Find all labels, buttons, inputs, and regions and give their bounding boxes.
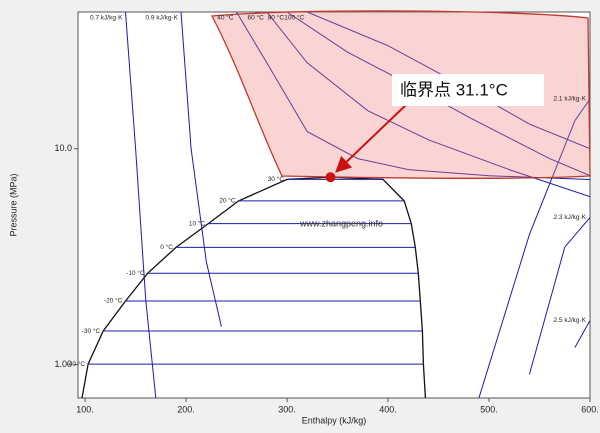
curve-label: 100 °C bbox=[284, 14, 304, 22]
annotation: 临界点 31.1°C bbox=[400, 80, 508, 99]
annotation-box bbox=[392, 74, 544, 106]
y-axis-label: Pressure (MPa) bbox=[8, 173, 18, 236]
y-tick-label: 10.0 bbox=[54, 143, 72, 153]
curve-label: 10 °C bbox=[189, 219, 206, 227]
curve bbox=[125, 12, 157, 398]
curve-label: 2.5 kJ/kg·K bbox=[553, 317, 586, 324]
x-tick-label: 300. bbox=[278, 404, 296, 414]
curve-label: 20 °C bbox=[219, 197, 236, 205]
curve-label: 0.9 kJ/kg·K bbox=[145, 15, 178, 22]
x-tick-label: 200. bbox=[177, 404, 195, 414]
curve bbox=[266, 12, 590, 198]
curve-label: 80 °C bbox=[268, 14, 285, 22]
y-tick-label: 1.00 bbox=[54, 359, 72, 369]
x-axis-label: Enthalpy (kJ/kg) bbox=[302, 415, 367, 425]
curve-label: 30 °C bbox=[268, 175, 285, 183]
curve-label: -20 °C bbox=[104, 297, 123, 305]
curve bbox=[236, 12, 590, 180]
curve-label: 40 °C bbox=[217, 14, 234, 22]
critical-point bbox=[325, 172, 336, 183]
x-tick-label: 600. bbox=[581, 404, 599, 414]
x-tick-label: 500. bbox=[480, 404, 498, 414]
curve-label: 2.1 kJ/kg·K bbox=[553, 96, 586, 103]
curve-label: -10 °C bbox=[126, 269, 145, 277]
x-tick-label: 100. bbox=[76, 404, 94, 414]
curve bbox=[528, 217, 590, 375]
curve bbox=[180, 12, 222, 327]
curve bbox=[574, 320, 590, 348]
watermark: www.zhangpeng.info bbox=[299, 218, 383, 228]
curve-label: 60 °C bbox=[248, 14, 265, 22]
curves bbox=[81, 12, 590, 398]
curve-label: 0 °C bbox=[160, 243, 173, 251]
curve-label: -40 °C bbox=[67, 360, 86, 368]
annotation-arrow bbox=[335, 102, 409, 173]
x-tick-label: 400. bbox=[379, 404, 397, 414]
curve-label: -30 °C bbox=[82, 327, 101, 335]
labels: 100. 200. 300. 400. 500. 600. 1.00 10.0 -40 °C -3… bbox=[54, 14, 598, 415]
curve-label: 2.3 kJ/kg·K bbox=[553, 214, 586, 221]
curve-label: 0.7 kJ/kg·K bbox=[90, 15, 123, 22]
